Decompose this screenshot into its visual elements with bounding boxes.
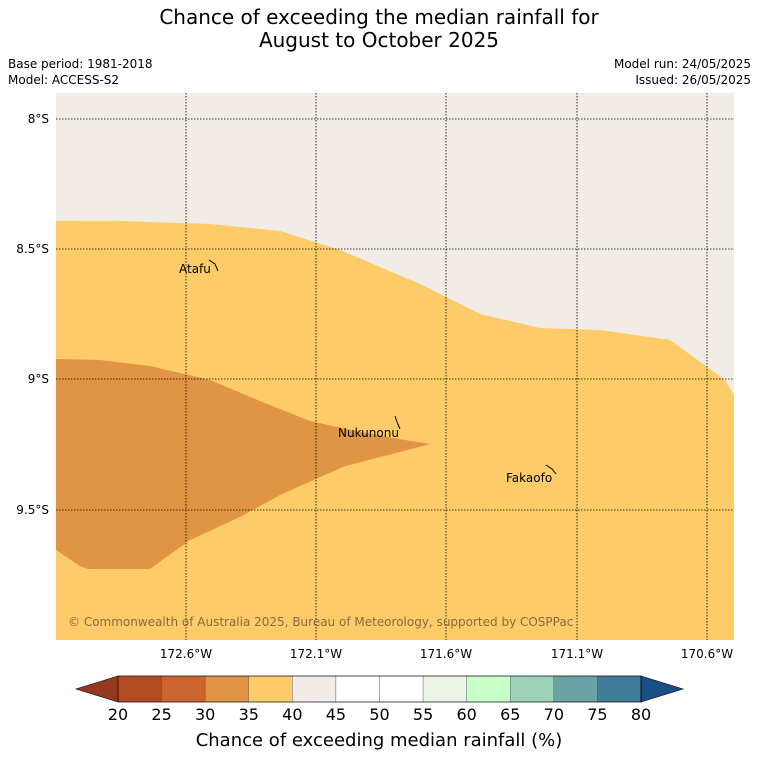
colorbar (74, 675, 685, 703)
graticule (56, 93, 734, 640)
place-label-fakaofo: Fakaofo (506, 471, 552, 485)
colorbar-swatch-2 (204, 675, 249, 703)
issued-date: Issued: 26/05/2025 (635, 73, 751, 87)
colorbar-tick-label: 50 (369, 705, 390, 724)
lon-label-171-1w: 171.1°W (551, 647, 603, 661)
lon-label-170-6w: 170.6°W (681, 647, 733, 661)
colorbar-tick-label: 40 (282, 705, 303, 724)
atafu-island-shape (208, 259, 219, 272)
colorbar-tick-label: 25 (151, 705, 172, 724)
copyright-notice: © Commonwealth of Australia 2025, Bureau… (68, 615, 573, 629)
lat-label-8s: 8°S (28, 112, 49, 126)
model-name: Model: ACCESS-S2 (8, 73, 120, 87)
colorbar-swatch-0 (117, 675, 162, 703)
lat-label-9s: 9°S (28, 372, 49, 386)
lat-label-8-5s: 8.5°S (16, 242, 49, 256)
band-30-35 (56, 359, 430, 569)
colorbar-swatch-3 (248, 675, 293, 703)
map-title-line-2: August to October 2025 (258, 28, 500, 52)
colorbar-swatch-9 (510, 675, 555, 703)
colorbar-tick-label: 60 (456, 705, 477, 724)
colorbar-tick-label: 70 (543, 705, 564, 724)
colorbar-tick-label: 80 (630, 705, 652, 724)
map-title-line-1: Chance of exceeding the median rainfall … (159, 5, 599, 29)
band-35-40 (56, 221, 734, 640)
base-period: Base period: 1981-2018 (8, 57, 153, 71)
colorbar-swatch-4 (292, 675, 337, 703)
nukunonu-island-shape (394, 415, 401, 430)
colorbar-under-arrow (74, 675, 119, 703)
lat-label-9-5s: 9.5°S (16, 503, 49, 517)
colorbar-title: Chance of exceeding median rainfall (%) (195, 730, 563, 751)
colorbar-tick-label: 75 (587, 705, 608, 724)
colorbar-swatch-5 (335, 675, 380, 703)
lon-label-172-6w: 172.6°W (160, 647, 212, 661)
colorbar-tick-label: 45 (325, 705, 347, 724)
colorbar-swatch-11 (597, 675, 642, 703)
colorbar-swatch-10 (553, 675, 598, 703)
lon-label-172-1w: 172.1°W (290, 647, 342, 661)
colorbar-swatch-7 (422, 675, 467, 703)
lon-label-171-6w: 171.6°W (420, 647, 472, 661)
place-label-nukunonu: Nukunonu (338, 426, 399, 440)
fakaofo-island-shape (545, 464, 557, 475)
colorbar-tick-label: 20 (107, 705, 129, 724)
colorbar-swatch-8 (466, 675, 511, 703)
colorbar-tick-label: 30 (194, 705, 216, 724)
place-label-atafu: Atafu (179, 262, 211, 276)
colorbar-swatch-6 (379, 675, 424, 703)
colorbar-tick-label: 65 (500, 705, 521, 724)
colorbar-over-arrow (640, 675, 685, 703)
model-run-date: Model run: 24/05/2025 (613, 57, 751, 71)
colorbar-outline (117, 675, 642, 703)
colorbar-tick-label: 55 (412, 705, 434, 724)
colorbar-tick-label: 35 (238, 705, 259, 724)
colorbar-swatch-1 (161, 675, 206, 703)
